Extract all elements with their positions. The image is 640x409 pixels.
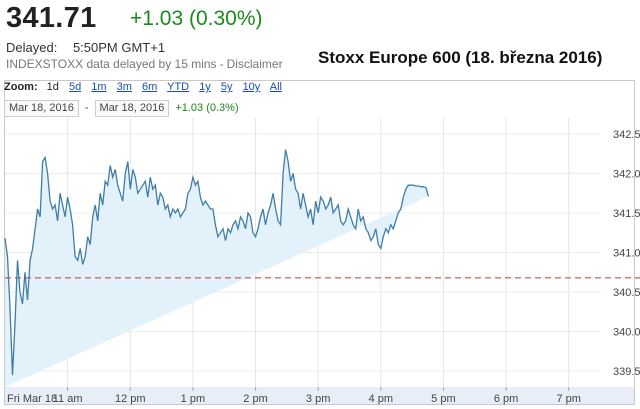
zoom-label: Zoom: (4, 81, 38, 93)
zoom-ytd-button[interactable]: YTD (167, 81, 190, 93)
chart-caption: Stoxx Europe 600 (18. března 2016) (318, 48, 603, 67)
x-tick-label: Fri Mar 18 (7, 393, 57, 405)
x-tick-label: 3 pm (306, 393, 330, 405)
delayed-label: Delayed: (6, 40, 58, 55)
price-change: +1.03 (0.30%) (130, 7, 263, 30)
y-tick-label: 339.5 (613, 366, 640, 378)
x-tick-label: 4 pm (369, 393, 393, 405)
zoom-1d-button[interactable]: 1d (46, 81, 59, 93)
x-axis-band (5, 387, 634, 404)
disclaimer-link[interactable]: Disclaimer (226, 57, 283, 71)
range-change: +1.03 (0.3%) (175, 102, 239, 114)
zoom-6m-button[interactable]: 6m (141, 81, 158, 93)
x-tick-label: 6 pm (494, 393, 518, 405)
range-to-field[interactable]: Mar 18, 2016 (94, 100, 170, 117)
zoom-10y-button[interactable]: 10y (242, 81, 261, 93)
y-tick-label: 342.5 (613, 129, 640, 141)
x-tick-label: 1 pm (181, 393, 205, 405)
range-from-field[interactable]: Mar 18, 2016 (4, 100, 79, 117)
zoom-all-button[interactable]: All (269, 81, 282, 93)
y-tick-label: 341.5 (613, 208, 640, 220)
delayed-time: 5:50PM GMT+1 (72, 40, 166, 55)
series-area (5, 149, 429, 387)
zoom-bar: Zoom: 1d 5d 1m 3m 6m YTD 1y 5y 10y All (4, 81, 289, 93)
zoom-5y-button[interactable]: 5y (220, 81, 233, 93)
y-tick-label: 341.0 (613, 248, 640, 260)
last-price: 341.71 (6, 2, 97, 34)
zoom-3m-button[interactable]: 3m (116, 81, 132, 93)
y-tick-label: 340.0 (613, 327, 640, 339)
date-range-bar: Mar 18, 2016- Mar 18, 2016 +1.03 (0.3%) (4, 100, 239, 117)
x-tick-label: 5 pm (431, 393, 455, 405)
zoom-1y-button[interactable]: 1y (199, 81, 211, 93)
y-tick-label: 342.0 (613, 168, 640, 180)
x-tick-label: 11 am (53, 393, 83, 405)
x-tick-label: 7 pm (556, 393, 580, 405)
series-line (4, 149, 430, 376)
zoom-5d-button[interactable]: 5d (68, 81, 82, 93)
delay-status: Delayed: 5:50PM GMT+1 (6, 40, 165, 55)
y-tick-label: 340.5 (613, 287, 640, 299)
data-source: INDEXSTOXX data delayed by 15 mins - Discl… (6, 57, 283, 71)
x-tick-label: 12 pm (115, 393, 146, 405)
source-text: INDEXSTOXX data delayed by 15 mins (6, 57, 217, 71)
x-tick-label: 2 pm (243, 393, 267, 405)
zoom-1m-button[interactable]: 1m (91, 81, 107, 93)
